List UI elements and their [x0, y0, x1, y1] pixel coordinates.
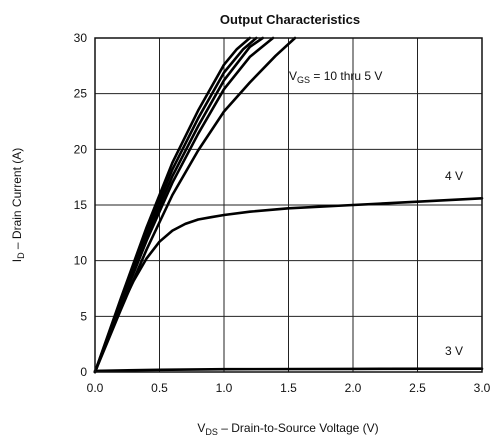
x-axis-label: VDS – Drain-to-Source Voltage (V): [197, 421, 378, 437]
plot-frame: [94, 37, 483, 373]
y-tick-label: 30: [74, 31, 88, 45]
label-3v: 3 V: [445, 344, 463, 358]
y-axis-label: ID – Drain Current (A): [10, 148, 26, 263]
y-tick-label: 0: [80, 365, 87, 379]
y-axis-label-sub: D: [16, 252, 26, 259]
y-axis-label-main: I: [10, 259, 24, 262]
curve-3: [93, 36, 275, 374]
x-tick-label: 2.5: [409, 381, 426, 395]
x-tick-label: 0.5: [151, 381, 168, 395]
x-axis-label-sub: DS: [205, 427, 218, 437]
vgs-annotation-main: V: [289, 69, 297, 83]
x-axis-label-rest: – Drain-to-Source Voltage (V): [218, 421, 379, 435]
label-4v: 4 V: [445, 169, 463, 183]
vgs-annotation: VGS = 10 thru 5 V: [289, 69, 382, 85]
curve-5: [93, 197, 484, 374]
y-tick-label: 15: [74, 198, 88, 212]
y-tick-label: 20: [74, 142, 88, 156]
x-tick-label: 0.0: [87, 381, 104, 395]
vgs-annotation-sub: GS: [297, 75, 310, 85]
y-tick-label: 10: [74, 254, 88, 268]
y-tick-label: 5: [80, 309, 87, 323]
x-tick-label: 1.0: [216, 381, 233, 395]
grid-lines: [94, 37, 483, 373]
curves: [93, 36, 484, 374]
vgs-annotation-rest: = 10 thru 5 V: [310, 69, 382, 83]
x-tick-label: 2.0: [345, 381, 362, 395]
y-tick-label: 25: [74, 87, 88, 101]
curve-6: [93, 367, 484, 373]
chart-title: Output Characteristics: [220, 12, 360, 27]
x-axis-label-main: V: [197, 421, 205, 435]
y-axis-label-rest: – Drain Current (A): [10, 148, 24, 253]
x-tick-label: 3.0: [474, 381, 491, 395]
y-tick-labels: 0 5 10 15 20 25 30: [74, 31, 88, 379]
x-tick-label: 1.5: [280, 381, 297, 395]
x-tick-labels: 0.0 0.5 1.0 1.5 2.0 2.5 3.0: [87, 381, 491, 395]
